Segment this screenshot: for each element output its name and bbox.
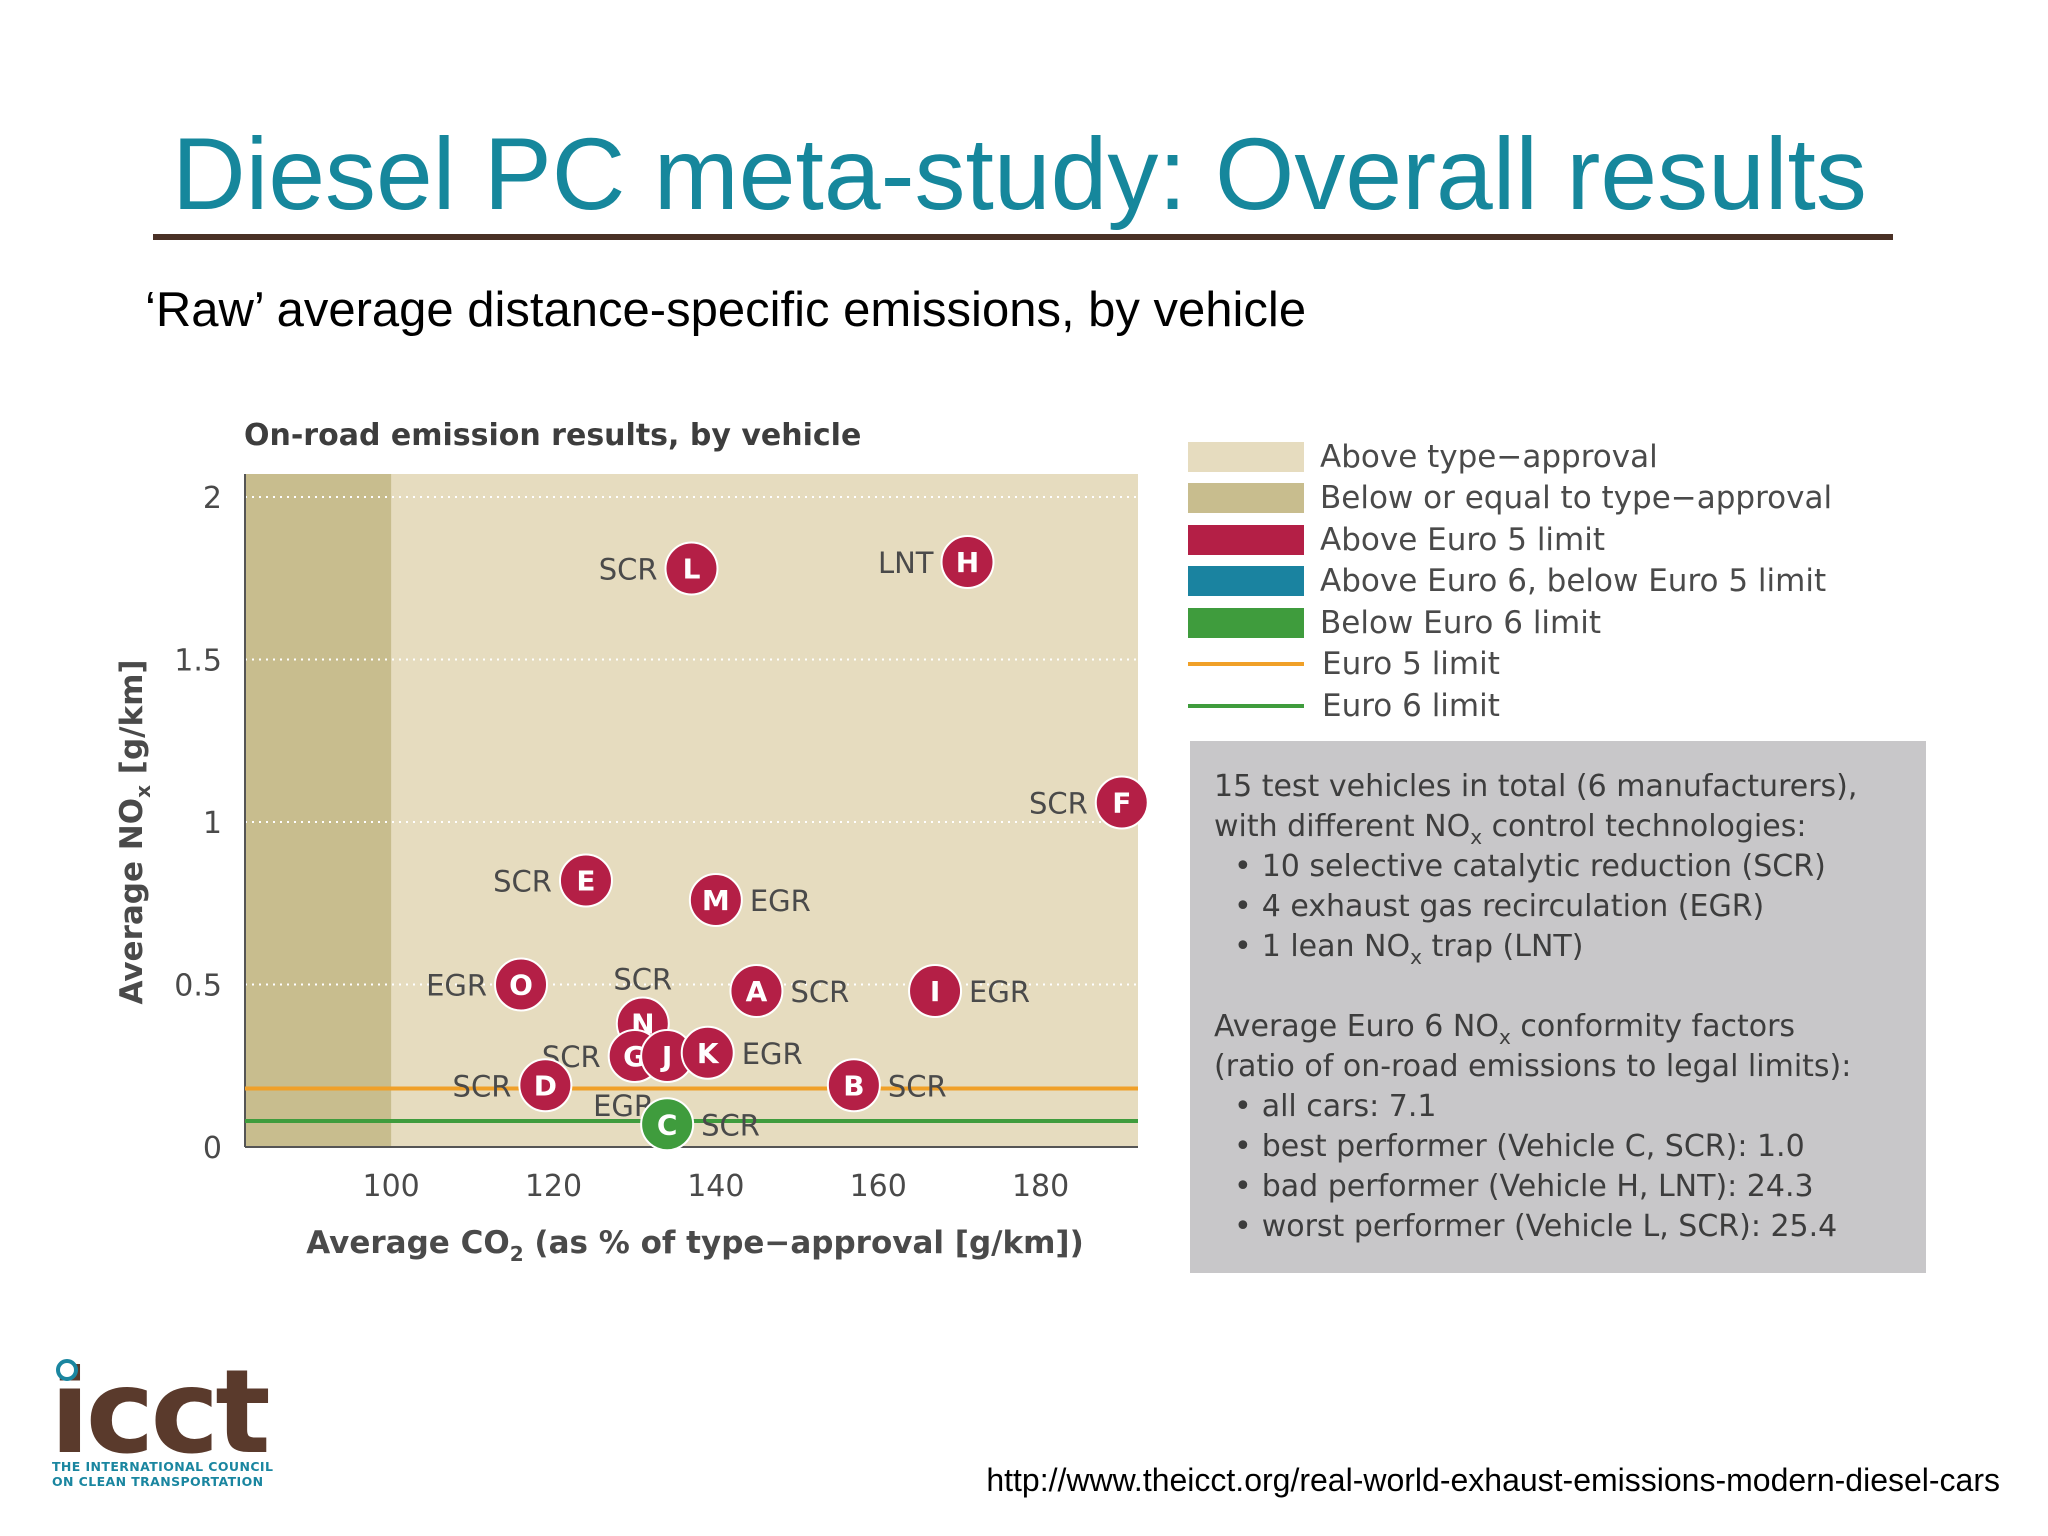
vehicle-point-d xyxy=(518,1058,573,1113)
vehicle-point-label: K xyxy=(697,1037,720,1070)
tech-label: EGR xyxy=(742,1037,803,1071)
vehicle-point-label: J xyxy=(660,1040,672,1073)
info-cf-bad: bad performer (Vehicle H, LNT): 24.3 xyxy=(1234,1167,1814,1207)
vehicle-point-l xyxy=(664,541,719,596)
chart-svg: On-road emission results, by vehicle 0 0.5… xyxy=(114,418,1149,1266)
legend-item: Below or equal to type−approval xyxy=(1188,478,1888,520)
chart-title: On-road emission results, by vehicle xyxy=(244,418,861,453)
vehicle-point-label: D xyxy=(534,1069,557,1102)
legend-label: Below Euro 6 limit xyxy=(1320,604,1602,641)
info-cf-best: best performer (Vehicle C, SCR): 1.0 xyxy=(1234,1127,1805,1167)
tech-label: EGR xyxy=(426,969,487,1003)
vehicle-point-m xyxy=(688,873,743,927)
vehicle-point-b xyxy=(826,1058,881,1113)
vehicle-point-label: A xyxy=(746,975,768,1008)
y-tick-label: 2 xyxy=(203,481,222,516)
legend-line-swatch xyxy=(1188,703,1304,708)
info-intro-2: with different NOx control technologies: xyxy=(1214,809,1807,849)
legend-color-swatch xyxy=(1188,441,1304,472)
x-tick-label: 100 xyxy=(362,1169,419,1204)
legend-color-swatch xyxy=(1188,483,1304,514)
vehicle-point-label: E xyxy=(576,865,595,898)
tech-label: SCR xyxy=(888,1069,947,1103)
vehicle-point-label: L xyxy=(683,553,701,586)
tech-label: SCR xyxy=(599,553,658,587)
legend-label: Above Euro 5 limit xyxy=(1320,521,1606,558)
page-title: Diesel PC meta-study: Overall results xyxy=(172,117,1867,231)
y-axis-label: Average NOx [g/km] xyxy=(114,659,155,1004)
tech-label: EGR xyxy=(969,975,1030,1009)
vehicle-point-label: M xyxy=(702,884,730,917)
legend-label: Euro 5 limit xyxy=(1322,646,1500,683)
vehicle-point-e xyxy=(558,853,613,908)
legend-color-swatch xyxy=(1188,566,1304,597)
logo-dot-icon xyxy=(56,1359,78,1381)
tech-label: SCR xyxy=(1029,787,1088,821)
x-tick-label: 140 xyxy=(687,1169,744,1204)
legend-color-swatch xyxy=(1188,524,1304,555)
vehicle-point-h xyxy=(940,535,995,589)
vehicle-point-label: F xyxy=(1112,787,1131,820)
legend-item: Above Euro 5 limit xyxy=(1188,519,1888,561)
info-tech-lnt: 1 lean NOx trap (LNT) xyxy=(1234,927,1584,977)
below-type-approval-region xyxy=(245,474,392,1147)
source-url[interactable]: http://www.theicct.org/real-world-exhaus… xyxy=(986,1462,2000,1498)
x-axis-label: Average CO2 (as % of type−approval [g/km… xyxy=(306,1225,1084,1266)
legend-label: Below or equal to type−approval xyxy=(1320,480,1833,517)
vehicle-point-o xyxy=(494,957,549,1012)
tech-label: SCR xyxy=(613,963,672,997)
info-cf-heading: Average Euro 6 NOx conformity factors xyxy=(1214,1009,1796,1049)
vehicle-point-i xyxy=(908,964,963,1018)
legend-item: Below Euro 6 limit xyxy=(1188,602,1888,644)
x-tick-label: 180 xyxy=(1012,1169,1069,1204)
legend-label: Above Euro 6, below Euro 5 limit xyxy=(1320,563,1827,600)
logo-tagline-1: THE INTERNATIONAL COUNCIL xyxy=(52,1459,274,1474)
vehicle-point-label: H xyxy=(956,546,979,579)
info-box: 15 test vehicles in total (6 manufacture… xyxy=(1190,741,1926,1273)
tech-label: SCR xyxy=(790,975,849,1009)
legend-label: Euro 6 limit xyxy=(1322,687,1500,724)
vehicle-point-label: I xyxy=(930,975,940,1008)
info-cf-heading-2: (ratio of on-road emissions to legal lim… xyxy=(1214,1049,1852,1084)
legend-item: Above type−approval xyxy=(1188,436,1888,478)
info-intro-1: 15 test vehicles in total (6 manufacture… xyxy=(1214,769,1858,804)
y-tick-label: 0 xyxy=(203,1131,222,1166)
y-tick-label: 0.5 xyxy=(174,969,222,1004)
legend-item: Above Euro 6, below Euro 5 limit xyxy=(1188,561,1888,603)
scatter-chart: On-road emission results, by vehicle 0 0.5… xyxy=(100,400,1160,1280)
vehicle-point-label: O xyxy=(509,969,533,1002)
vehicle-point-label: B xyxy=(843,1069,864,1102)
x-tick-label: 160 xyxy=(850,1169,907,1204)
vehicle-point-label: C xyxy=(657,1108,678,1141)
y-tick-label: 1 xyxy=(203,806,222,841)
legend-color-swatch xyxy=(1188,607,1304,638)
tech-label: SCR xyxy=(701,1108,760,1142)
title-divider xyxy=(153,234,1893,240)
tech-label: SCR xyxy=(493,865,552,899)
tech-label: EGR xyxy=(750,884,811,918)
page-subtitle: ‘Raw’ average distance-specific emission… xyxy=(145,283,1307,337)
tech-label: LNT xyxy=(878,546,934,580)
legend-item: Euro 6 limit xyxy=(1188,685,1888,727)
info-tech-egr: 4 exhaust gas recirculation (EGR) xyxy=(1234,887,1765,927)
legend-label: Above type−approval xyxy=(1320,438,1658,475)
legend-line-swatch xyxy=(1188,662,1304,667)
vehicle-point-f xyxy=(1094,775,1149,830)
chart-legend: Above type−approval Below or equal to typ… xyxy=(1188,436,1888,727)
vehicle-point-a xyxy=(729,964,784,1018)
icct-logo: icct THE INTERNATIONAL COUNCIL ON CLEAN … xyxy=(50,1355,273,1495)
vehicle-point-label: G xyxy=(623,1040,646,1073)
info-tech-scr: 10 selective catalytic reduction (SCR) xyxy=(1234,847,1826,887)
logo-wordmark: icct xyxy=(50,1345,271,1480)
info-cf-all: all cars: 7.1 xyxy=(1234,1087,1437,1127)
logo-tagline-2: ON CLEAN TRANSPORTATION xyxy=(52,1474,264,1489)
vehicle-point-k xyxy=(680,1025,735,1080)
x-tick-label: 120 xyxy=(525,1169,582,1204)
info-cf-worst: worst performer (Vehicle L, SCR): 25.4 xyxy=(1234,1207,1838,1247)
vehicle-point-c xyxy=(640,1097,695,1152)
legend-item: Euro 5 limit xyxy=(1188,644,1888,686)
y-tick-label: 1.5 xyxy=(174,644,222,679)
tech-label: SCR xyxy=(453,1069,512,1103)
